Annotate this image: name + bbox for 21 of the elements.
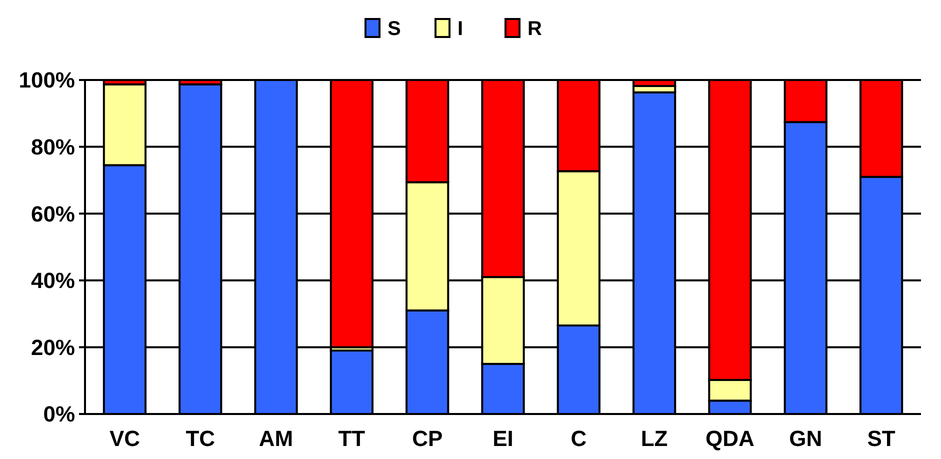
bar (330, 350, 374, 415)
x-tick-label: VC (109, 426, 140, 451)
x-tick-label: AM (258, 426, 294, 451)
y-tick-label: 40% (30, 268, 75, 294)
y-tick-label: 60% (30, 201, 75, 226)
x-tick-label: QDA (706, 426, 755, 451)
x-tick-label: TC (186, 426, 216, 451)
legend-label: S (388, 18, 401, 40)
x-tick-label: ST (867, 426, 896, 451)
x-tick-label: C (570, 426, 587, 451)
x-tick-label: CP (412, 426, 443, 451)
y-tick-label: 20% (30, 334, 75, 360)
y-tick-label: 80% (30, 134, 75, 160)
x-tick-label: GN (789, 426, 822, 451)
y-tick-label: 0% (43, 402, 75, 427)
y-tick-label: 100% (18, 68, 75, 93)
x-tick-label: EI (492, 426, 514, 451)
x-tick-label: TT (338, 426, 366, 451)
legend-label: I (458, 18, 464, 40)
x-tick-label: LZ (640, 426, 668, 451)
legend-label: R (528, 18, 542, 40)
